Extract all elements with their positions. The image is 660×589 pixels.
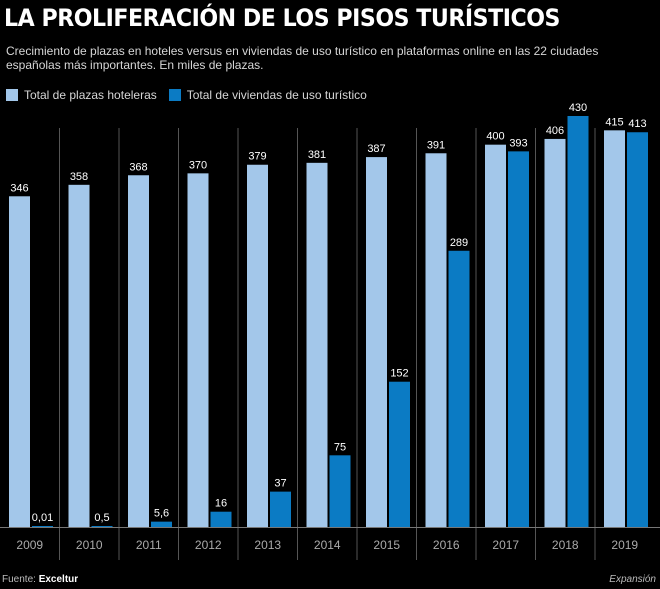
source-label: Fuente: [2, 574, 36, 585]
bar-tourist-2010 [91, 526, 113, 527]
x-tick-label-2018: 2018 [552, 538, 579, 552]
bar-tourist-2016 [448, 250, 470, 527]
bar-tourist-2015 [389, 381, 410, 527]
bar-hotel-2016 [425, 153, 447, 528]
data-label-tourist-2015: 152 [390, 368, 408, 380]
x-tick-label-2019: 2019 [611, 538, 638, 552]
data-label-hotel-2010: 358 [70, 171, 88, 183]
x-tick-label-2009: 2009 [16, 538, 43, 552]
bar-tourist-2011 [151, 521, 172, 527]
data-label-hotel-2012: 370 [189, 159, 207, 171]
bar-hotel-2014 [306, 162, 328, 527]
data-label-hotel-2018: 406 [546, 125, 564, 137]
data-label-tourist-2016: 289 [450, 237, 468, 249]
bar-hotel-2018 [544, 138, 566, 528]
legend-label-hotel: Total de plazas hoteleras [24, 88, 157, 102]
data-label-tourist-2014: 75 [334, 441, 346, 453]
bar-hotel-2017 [485, 144, 506, 527]
data-label-hotel-2017: 400 [486, 131, 504, 143]
bar-tourist-2014 [329, 455, 351, 527]
bar-hotel-2015 [366, 157, 387, 527]
bar-hotel-2013 [247, 164, 268, 527]
bar-tourist-2019 [627, 132, 648, 527]
x-tick-label-2010: 2010 [76, 538, 103, 552]
bar-hotel-2019 [604, 130, 625, 527]
data-label-tourist-2019: 413 [628, 118, 646, 130]
x-tick-label-2012: 2012 [195, 538, 222, 552]
data-label-hotel-2009: 346 [10, 182, 28, 194]
chart-title: LA PROLIFERACIÓN DE LOS PISOS TURÍSTICOS [4, 4, 560, 32]
legend-item-tourist: Total de viviendas de uso turístico [168, 88, 367, 102]
bar-hotel-2011 [128, 175, 149, 527]
bar-hotel-2010 [68, 184, 90, 527]
source-note: Fuente: Exceltur [2, 574, 78, 585]
x-tick-label-2011: 2011 [136, 538, 162, 552]
bar-hotel-2009 [9, 196, 30, 527]
data-label-hotel-2011: 368 [129, 161, 147, 173]
data-label-tourist-2010: 0,5 [94, 512, 109, 524]
legend-swatch-tourist [168, 89, 181, 101]
x-tick-label-2014: 2014 [314, 538, 341, 552]
bar-tourist-2009 [32, 526, 53, 527]
bar-tourist-2018 [567, 116, 589, 527]
x-tick-label-2017: 2017 [492, 538, 519, 552]
x-tick-label-2015: 2015 [373, 538, 400, 552]
data-label-tourist-2013: 37 [274, 478, 286, 490]
bar-tourist-2012 [210, 511, 232, 527]
chart-subtitle: Crecimiento de plazas en hoteles versus … [6, 44, 599, 72]
data-label-hotel-2013: 379 [248, 151, 266, 163]
legend-item-hotel: Total de plazas hoteleras [6, 88, 157, 102]
bar-hotel-2012 [187, 173, 209, 528]
data-label-tourist-2012: 16 [215, 498, 227, 510]
data-label-tourist-2011: 5,6 [154, 508, 169, 520]
credit: Expansión [609, 574, 656, 585]
data-label-hotel-2014: 381 [308, 149, 326, 161]
bar-tourist-2013 [270, 491, 291, 527]
data-label-hotel-2019: 415 [605, 116, 623, 128]
bar-tourist-2017 [508, 151, 529, 527]
legend: Total de plazas hoteleras Total de vivie… [6, 88, 379, 102]
data-label-hotel-2015: 387 [367, 143, 385, 155]
data-label-tourist-2018: 430 [569, 102, 587, 114]
data-label-tourist-2009: 0,01 [32, 512, 53, 524]
legend-swatch-hotel [6, 89, 18, 101]
legend-label-tourist: Total de viviendas de uso turístico [186, 88, 367, 102]
x-tick-label-2016: 2016 [433, 538, 460, 552]
data-label-hotel-2016: 391 [427, 139, 445, 151]
x-tick-label-2013: 2013 [254, 538, 281, 552]
source-name: Exceltur [38, 574, 79, 585]
data-label-tourist-2017: 393 [509, 137, 527, 149]
